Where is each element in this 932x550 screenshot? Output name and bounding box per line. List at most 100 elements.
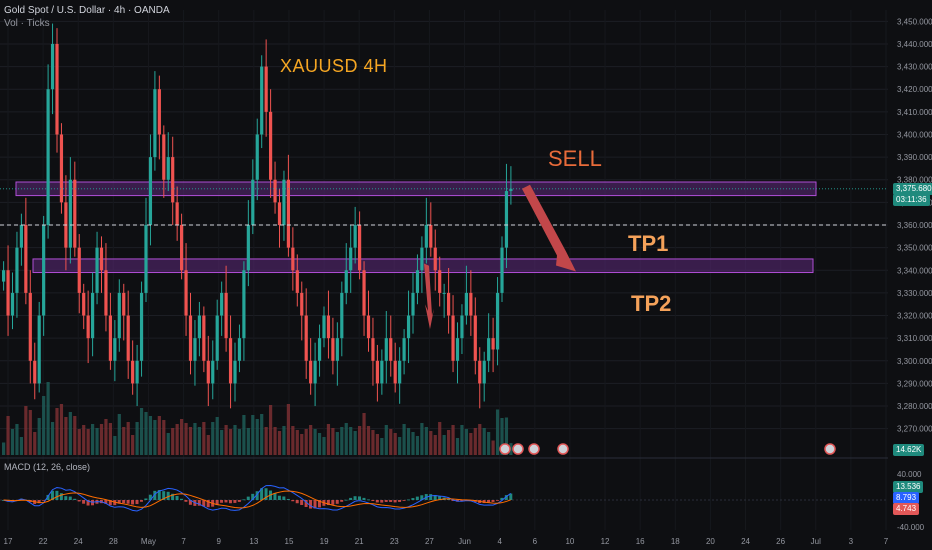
candle-body bbox=[491, 338, 495, 350]
time-tick-label: 18 bbox=[671, 537, 680, 546]
candle-body bbox=[509, 188, 513, 192]
macd-histogram-bar bbox=[495, 500, 499, 501]
candle-body bbox=[162, 134, 166, 180]
time-tick-label: 4 bbox=[497, 537, 502, 546]
volume-bar bbox=[206, 435, 210, 455]
candle-body bbox=[264, 66, 268, 112]
candle-body bbox=[358, 225, 362, 271]
volume-bar bbox=[269, 405, 273, 455]
macd-histogram-bar bbox=[491, 500, 495, 502]
candle-body bbox=[6, 270, 10, 316]
volume-bar bbox=[491, 440, 495, 455]
macd-histogram-bar bbox=[59, 493, 63, 500]
candle-body bbox=[362, 270, 366, 316]
macd-histogram-bar bbox=[429, 494, 433, 500]
candle-body bbox=[246, 225, 250, 271]
macd-histogram-bar bbox=[162, 491, 166, 500]
price-tick-label: 3,340.000 bbox=[897, 266, 932, 275]
volume-bar bbox=[260, 414, 264, 455]
volume-bar bbox=[411, 432, 415, 455]
volume-bar bbox=[438, 422, 442, 455]
signal-line bbox=[3, 490, 511, 509]
time-tick-label: 20 bbox=[706, 537, 715, 546]
candle-body bbox=[500, 247, 504, 293]
candle-body bbox=[438, 270, 442, 293]
candle-body bbox=[242, 270, 246, 339]
candle-body bbox=[482, 360, 486, 384]
volume-bar bbox=[224, 425, 228, 455]
volume-bar bbox=[326, 424, 331, 455]
candle-body bbox=[113, 338, 117, 361]
volume-bar bbox=[77, 429, 81, 455]
volume-bar bbox=[228, 429, 233, 455]
time-tick-label: 17 bbox=[4, 537, 13, 546]
macd-histogram-bar bbox=[277, 495, 281, 500]
volume-bar bbox=[393, 433, 397, 455]
macd-histogram-bar bbox=[340, 500, 344, 502]
volume-bar bbox=[55, 408, 59, 455]
macd-histogram-bar bbox=[50, 490, 54, 500]
candle-body bbox=[389, 338, 393, 361]
volume-bars bbox=[2, 382, 513, 455]
volume-bar bbox=[482, 428, 486, 455]
volume-bar bbox=[495, 409, 500, 455]
macd-histogram-bar bbox=[482, 500, 486, 504]
macd-histogram-bar bbox=[398, 500, 402, 502]
macd-histogram-bar bbox=[68, 496, 72, 500]
volume-bar bbox=[251, 415, 255, 455]
candle-body bbox=[50, 43, 55, 90]
volume-bar bbox=[157, 416, 161, 455]
macd-histogram-bar bbox=[224, 500, 228, 503]
time-tick-label: 13 bbox=[249, 537, 258, 546]
volume-bar bbox=[442, 435, 446, 455]
macd-histogram-bar bbox=[384, 500, 388, 502]
price-tick-label: 3,360.000 bbox=[897, 221, 932, 230]
macd-histogram-bar bbox=[402, 500, 406, 501]
macd-histogram-bar bbox=[135, 500, 139, 505]
candle-body bbox=[300, 292, 304, 316]
volume-bar bbox=[197, 427, 201, 455]
candle-body bbox=[157, 89, 161, 135]
macd-axis-bottom-label: -40.000 bbox=[897, 523, 925, 532]
macd-histogram-bar bbox=[366, 499, 370, 501]
time-tick-label: 27 bbox=[425, 537, 434, 546]
volume-bar bbox=[171, 428, 175, 455]
candle-body bbox=[326, 315, 331, 339]
volume-bar bbox=[317, 433, 322, 455]
candle-body bbox=[286, 179, 290, 248]
volume-bar bbox=[19, 437, 23, 455]
candle-body bbox=[420, 247, 424, 271]
candle-body bbox=[273, 179, 277, 203]
candle-body bbox=[291, 247, 295, 271]
candle-body bbox=[380, 360, 384, 384]
candle-body bbox=[99, 247, 104, 271]
candle-body bbox=[28, 292, 32, 361]
candle-body bbox=[104, 270, 108, 316]
candle-body bbox=[144, 225, 148, 293]
macd-histogram-bar bbox=[504, 495, 508, 500]
macd-histogram-bar bbox=[184, 500, 188, 502]
macd-histogram-bar bbox=[353, 496, 357, 500]
price-tick-label: 3,400.000 bbox=[897, 130, 932, 139]
volume-bar bbox=[291, 426, 295, 455]
price-tick-label: 3,330.000 bbox=[897, 289, 932, 298]
candle-body bbox=[415, 270, 420, 293]
time-tick-label: 24 bbox=[741, 537, 750, 546]
candle-body bbox=[139, 292, 144, 361]
time-tick-label: 7 bbox=[884, 537, 889, 546]
candle-body bbox=[188, 315, 193, 361]
candle-body bbox=[2, 270, 6, 282]
candle-body bbox=[402, 338, 406, 361]
candle-body bbox=[282, 179, 286, 225]
candle-body bbox=[398, 360, 402, 384]
candle-body bbox=[451, 315, 455, 361]
volume-bar bbox=[433, 435, 437, 455]
time-tick-label: 22 bbox=[39, 537, 48, 546]
macd-histogram-bar bbox=[148, 494, 152, 500]
macd-histogram-bar bbox=[375, 500, 379, 503]
candle-body bbox=[233, 360, 237, 384]
macd-histogram-bar bbox=[509, 493, 513, 500]
macd-histogram-bar bbox=[349, 497, 353, 500]
